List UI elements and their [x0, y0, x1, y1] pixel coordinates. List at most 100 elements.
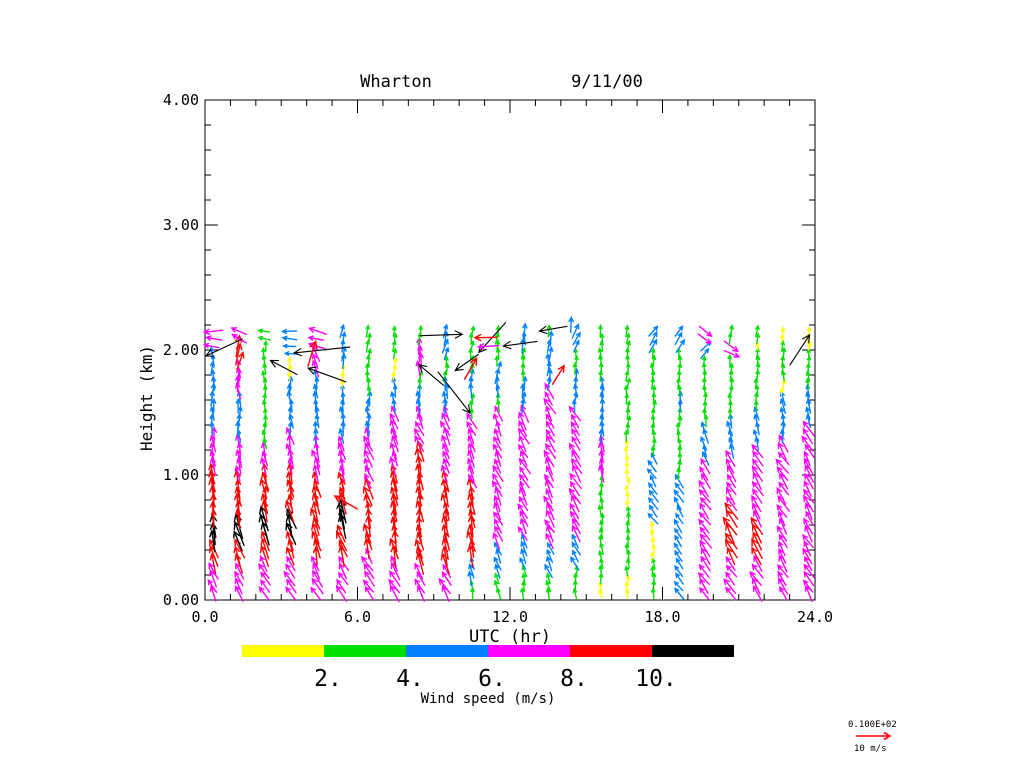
wind-vector: [750, 516, 764, 536]
wind-vector: [751, 443, 764, 459]
wind-vector: [698, 479, 709, 498]
wind-vector: [651, 543, 656, 554]
colorbar-segment-black: [652, 645, 734, 657]
wind-vector: [625, 332, 631, 345]
wind-vector: [804, 501, 813, 520]
wind-vector: [367, 332, 372, 345]
wind-vector: [338, 427, 345, 445]
wind-vector: [674, 331, 683, 346]
wind-vector: [520, 587, 525, 600]
wind-vector-outlier: [538, 325, 568, 335]
wind-vector: [202, 328, 224, 335]
wind-vector: [441, 434, 450, 453]
wind-vector-outlier: [568, 315, 574, 334]
wind-vector: [518, 434, 527, 452]
wind-vector: [647, 497, 659, 510]
wind-vector: [341, 345, 347, 362]
wind-vector: [288, 421, 293, 436]
wind-vector: [543, 397, 557, 415]
wind-vector: [548, 329, 554, 347]
wind-vector: [307, 335, 324, 341]
wind-vector: [257, 562, 270, 579]
wind-vector: [803, 570, 815, 587]
wind-vector: [543, 495, 554, 512]
wind-vector: [363, 457, 370, 475]
wind-vector: [518, 411, 527, 431]
wind-vector: [751, 537, 763, 559]
wind-vector: [702, 427, 709, 444]
wind-vector: [259, 477, 268, 499]
wind-vector: [389, 441, 398, 461]
wind-vector: [311, 577, 324, 595]
wind-vector: [233, 530, 243, 552]
colorbar-segment-magenta: [488, 645, 570, 657]
wind-vector: [626, 377, 631, 390]
wind-vector: [440, 464, 448, 483]
wind-vector: [545, 465, 554, 482]
wind-vector: [624, 468, 630, 479]
wind-vector: [624, 565, 629, 577]
wind-vector: [573, 339, 580, 353]
wind-vector: [234, 577, 243, 595]
wind-vector: [494, 405, 504, 422]
wind-vector: [545, 442, 556, 459]
wind-vector: [544, 563, 553, 579]
wind-vector: [778, 540, 786, 557]
wind-vector: [467, 427, 475, 445]
wind-vector: [492, 464, 504, 482]
wind-vector: [521, 572, 527, 585]
wind-vector: [723, 349, 741, 358]
wind-vector: [389, 570, 401, 587]
reference-vector: 0.100E+02 10 m/s: [848, 720, 897, 754]
wind-vector: [624, 324, 630, 338]
wind-vector: [441, 571, 452, 586]
wind-vector: [545, 413, 555, 429]
wind-vector: [779, 585, 788, 601]
wind-vector: [441, 523, 448, 544]
wind-vector: [522, 322, 528, 340]
wind-vector: [802, 427, 813, 445]
wind-vector: [569, 510, 580, 527]
wind-vector: [546, 541, 555, 555]
wind-vector: [648, 338, 658, 354]
wind-vector: [363, 562, 375, 580]
wind-vector-outlier: [473, 333, 498, 342]
wind-vector: [364, 442, 375, 460]
wind-vector: [649, 474, 657, 488]
wind-vector: [415, 360, 421, 377]
wind-vector: [443, 346, 450, 361]
wind-vector: [517, 443, 529, 459]
wind-vector: [698, 518, 710, 534]
wind-vector: [285, 546, 295, 566]
wind-vector: [364, 472, 372, 489]
wind-vector: [441, 412, 451, 430]
y-tick-label: 3.00: [163, 216, 199, 234]
wind-vector: [260, 530, 270, 552]
wind-vector: [418, 324, 423, 337]
wind-vector: [281, 335, 298, 341]
wind-vector: [546, 572, 551, 585]
wind-vector: [572, 517, 581, 535]
wind-vector: [807, 341, 812, 351]
wind-vector: [282, 343, 297, 349]
wind-vector: [362, 522, 372, 544]
wind-vector: [598, 323, 603, 338]
wind-vector: [286, 578, 297, 594]
y-tick-label: 0.00: [163, 591, 199, 609]
wind-vector: [287, 356, 292, 366]
wind-vector-outlier: [419, 330, 464, 339]
wind-vector: [777, 495, 790, 512]
wind-vector: [546, 524, 554, 543]
wind-vector: [261, 369, 266, 382]
wind-vector: [362, 579, 374, 593]
wind-vector: [339, 323, 345, 338]
wind-vector: [285, 530, 294, 552]
wind-vector: [442, 450, 451, 467]
wind-vector: [388, 578, 400, 594]
wind-vector: [544, 382, 555, 400]
wind-vector: [803, 457, 814, 475]
wind-vector: [804, 555, 813, 572]
wind-vector: [335, 530, 348, 552]
wind-vector: [519, 449, 528, 467]
wind-vector: [203, 342, 220, 349]
